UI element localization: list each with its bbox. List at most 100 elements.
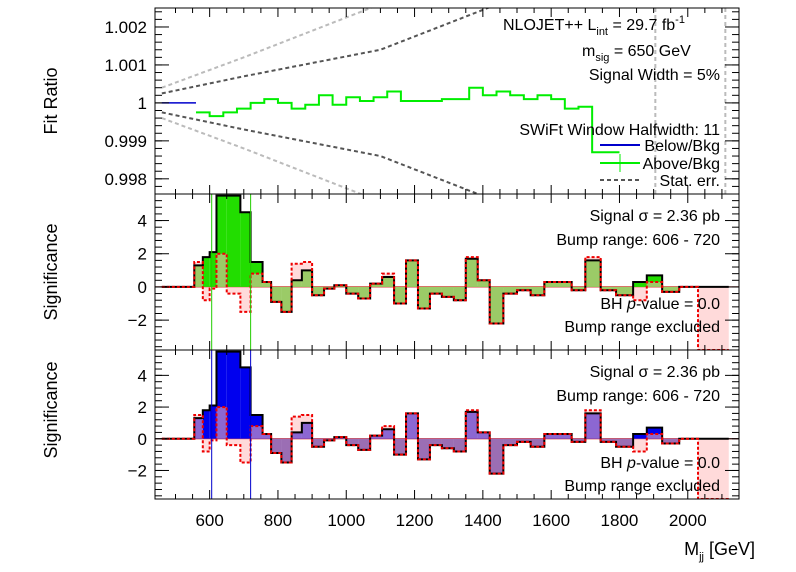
x-tick-label: 1800 — [601, 511, 639, 530]
y-tick-label: 2 — [138, 398, 147, 417]
significance-bar — [209, 252, 217, 287]
excluded-bar — [453, 438, 466, 452]
significance-below-panel: 4 2 0 −2 600 800 1000 1200 1400 1600 1800 2000 Sign… — [41, 349, 755, 563]
x-axis-label: Mjj [GeV] — [684, 539, 755, 563]
excluded-bar — [358, 438, 371, 450]
excluded-bar — [394, 286, 407, 304]
excluded-bar — [312, 438, 325, 447]
excluded-bar — [262, 281, 272, 287]
excluded-bar — [517, 286, 531, 291]
excluded-bar — [477, 280, 490, 287]
significance-above-panel: 4 2 0 −2 Significance Signal σ = 2.36 pb Bu… — [41, 193, 740, 351]
excluded-bar — [429, 286, 442, 294]
excluded-bar — [489, 438, 504, 474]
y-tick-label: 0.999 — [104, 132, 147, 151]
excluded-bar — [465, 410, 478, 439]
excluded-bar — [250, 426, 263, 439]
significance-above-y-axis-label: Significance — [41, 223, 61, 320]
excluded-bar — [600, 438, 617, 442]
excluded-bar — [465, 257, 478, 287]
excluded-bar — [417, 286, 430, 309]
stat-err-upper-inner — [161, 8, 491, 95]
y-tick-label: −2 — [128, 311, 147, 330]
excluded-bar — [585, 410, 601, 439]
y-tick-label: 2 — [138, 245, 147, 264]
swift-window-label: SWiFt Window Halfwidth: 11 — [519, 122, 720, 139]
significance-bar — [209, 405, 217, 439]
bump-range-label: Bump range: 606 - 720 — [556, 232, 720, 249]
bump-excluded-label-bottom: Bump range excluded — [564, 478, 720, 495]
signal-width-label: Signal Width = 5% — [589, 67, 720, 84]
y-tick-label: 1.001 — [104, 56, 147, 75]
excluded-bar — [429, 438, 442, 446]
excluded-bar — [417, 438, 430, 460]
y-tick-label: 0 — [138, 278, 147, 297]
excluded-bar — [544, 281, 558, 287]
excluded-bar — [301, 414, 313, 439]
x-tick-label: 1400 — [464, 511, 502, 530]
bump-excluded-label: Bump range excluded — [564, 319, 720, 336]
excluded-bar — [698, 438, 729, 499]
excluded-bar — [202, 286, 210, 301]
bh-pvalue-label-bottom: BH p-value = 0.0 — [600, 455, 720, 472]
excluded-bar — [662, 286, 680, 292]
y-tick-label: 4 — [138, 212, 147, 231]
excluded-bar — [346, 286, 359, 294]
excluded-bar — [194, 262, 203, 287]
excluded-bar — [226, 286, 241, 294]
significance-bar — [240, 367, 251, 439]
significance-bar — [216, 195, 227, 287]
signal-xsec-label: Signal σ = 2.36 pb — [590, 208, 721, 225]
stat-err-lower-inner — [161, 111, 481, 194]
legend-stat-label: Stat. err. — [660, 173, 720, 190]
legend-below-label: Below/Bkg — [644, 138, 720, 155]
panel-frame — [154, 349, 740, 500]
excluded-bar — [346, 438, 359, 446]
excluded-bar — [633, 286, 647, 301]
significance-below-bars — [155, 350, 739, 499]
significance-above-bars — [155, 194, 739, 350]
excluded-bar — [616, 286, 634, 296]
excluded-bar — [394, 438, 407, 455]
excluded-bar — [585, 257, 601, 287]
excluded-bar — [358, 286, 371, 299]
excluded-bar — [557, 434, 572, 439]
excluded-bar — [530, 438, 545, 447]
excluded-bar — [370, 435, 383, 439]
y-tick-label: 1.002 — [104, 18, 147, 37]
excluded-bar — [571, 438, 586, 442]
significance-below-axes: 4 2 0 −2 600 800 1000 1200 1400 1600 1800 2000 — [128, 349, 740, 530]
excluded-bar — [291, 263, 302, 287]
excluded-bar — [530, 286, 545, 296]
excluded-bar — [216, 253, 227, 287]
excluded-bar — [406, 260, 418, 287]
excluded-bar — [382, 273, 395, 287]
excluded-bar — [250, 273, 263, 287]
excluded-bar — [477, 432, 490, 439]
significance-bar — [240, 212, 251, 287]
excluded-bar — [240, 438, 251, 463]
excluded-bar — [262, 434, 272, 439]
excluded-bar — [441, 286, 454, 297]
bump-range-label-bottom: Bump range: 606 - 720 — [556, 388, 720, 405]
excluded-bar — [571, 286, 586, 291]
fit-ratio-axes: 1.002 1.001 1 0.999 0.998 — [104, 7, 740, 195]
fit-ratio-y-axis-label: Fit Ratio — [41, 67, 61, 134]
y-tick-label: 0 — [138, 430, 147, 449]
significance-bar — [226, 195, 241, 287]
excluded-bar — [453, 286, 466, 301]
stat-error-bands — [161, 8, 727, 194]
excluded-bar — [662, 438, 680, 444]
significance-bar — [646, 427, 663, 439]
significance-bar — [202, 410, 210, 439]
excluded-bar — [271, 286, 282, 302]
excluded-bar — [517, 438, 531, 442]
excluded-bar — [281, 286, 292, 312]
excluded-bar — [271, 438, 282, 454]
excluded-bar — [202, 438, 210, 452]
significance-bar — [633, 281, 647, 287]
above-bkg-line — [195, 86, 620, 154]
signal-xsec-label-bottom: Signal σ = 2.36 pb — [590, 364, 721, 381]
excluded-bar — [281, 438, 292, 463]
y-tick-label: 1 — [138, 94, 147, 113]
